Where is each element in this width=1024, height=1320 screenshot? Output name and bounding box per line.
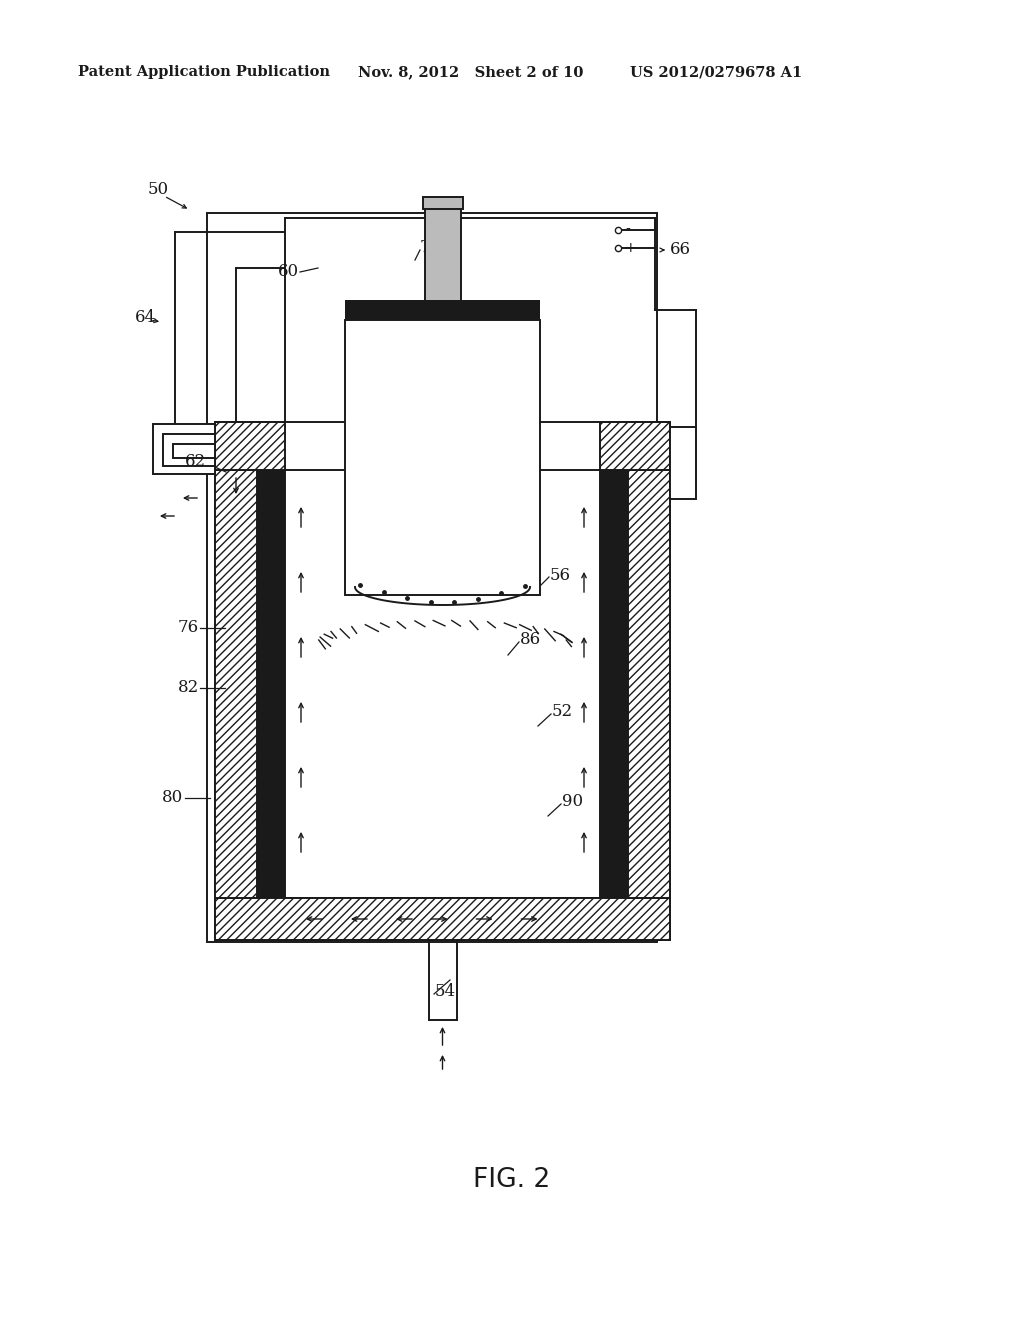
Bar bbox=[215, 422, 670, 940]
Bar bbox=[345, 300, 540, 319]
Bar bbox=[423, 197, 463, 209]
Text: -: - bbox=[625, 223, 630, 238]
Text: 56: 56 bbox=[550, 566, 571, 583]
Bar bbox=[285, 470, 600, 898]
Bar bbox=[163, 434, 215, 466]
Text: 82: 82 bbox=[178, 680, 200, 697]
Text: Patent Application Publication: Patent Application Publication bbox=[78, 65, 330, 79]
Bar bbox=[173, 444, 215, 458]
Text: 62: 62 bbox=[185, 454, 206, 470]
Text: FIG. 2: FIG. 2 bbox=[473, 1167, 551, 1193]
Text: +: + bbox=[625, 242, 637, 255]
Text: US 2012/0279678 A1: US 2012/0279678 A1 bbox=[630, 65, 802, 79]
Bar bbox=[207, 213, 657, 942]
Text: 52: 52 bbox=[552, 704, 573, 721]
Bar bbox=[215, 898, 670, 940]
Bar bbox=[215, 422, 285, 470]
Text: 90: 90 bbox=[562, 793, 583, 810]
Text: 86: 86 bbox=[520, 631, 541, 648]
Text: 76: 76 bbox=[178, 619, 199, 636]
Text: 64: 64 bbox=[135, 309, 156, 326]
Bar bbox=[345, 319, 540, 595]
Text: 60: 60 bbox=[278, 264, 299, 281]
Text: Nov. 8, 2012   Sheet 2 of 10: Nov. 8, 2012 Sheet 2 of 10 bbox=[358, 65, 584, 79]
Bar bbox=[153, 424, 215, 474]
Bar bbox=[628, 470, 670, 898]
Bar bbox=[425, 205, 461, 315]
Text: 66: 66 bbox=[670, 242, 691, 259]
Text: 50: 50 bbox=[148, 181, 169, 198]
Text: 78: 78 bbox=[420, 239, 441, 256]
Bar bbox=[600, 422, 670, 470]
Text: 54: 54 bbox=[435, 983, 456, 1001]
Text: 70: 70 bbox=[480, 441, 502, 458]
Bar bbox=[600, 470, 628, 898]
Text: 72: 72 bbox=[388, 350, 410, 367]
Bar bbox=[670, 426, 696, 499]
Bar bbox=[257, 470, 285, 898]
Bar bbox=[215, 470, 257, 898]
Text: 80: 80 bbox=[162, 789, 183, 807]
